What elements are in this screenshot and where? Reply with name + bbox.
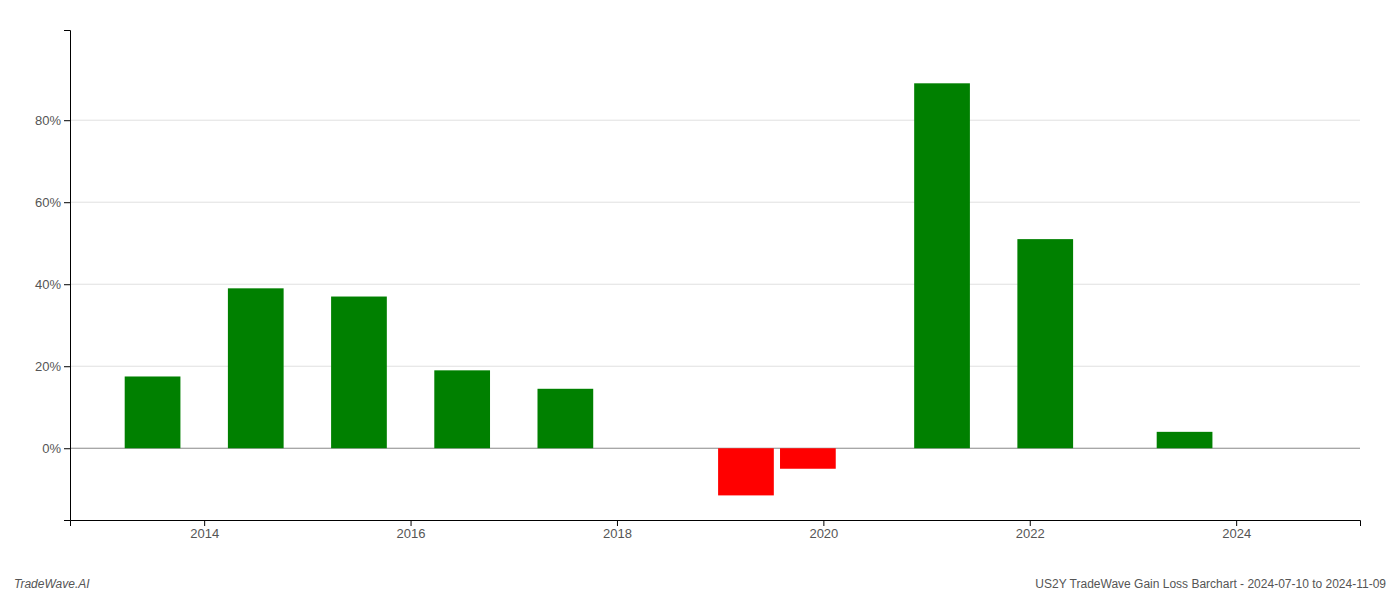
- x-tick-label: 2014: [190, 526, 219, 541]
- x-tick-label: 2022: [1016, 526, 1045, 541]
- x-tick-label: 2016: [397, 526, 426, 541]
- chart: 2014 2016 2018 2020 2022 2024 0% 20% 40% 60% 80% Tr…: [0, 0, 1400, 600]
- x-tick: 2018: [603, 520, 632, 541]
- x-tick-mark: [1030, 520, 1031, 526]
- x-tick-label: 2018: [603, 526, 632, 541]
- x-tick-label: 2024: [1222, 526, 1251, 541]
- x-tick: 2022: [1016, 520, 1045, 541]
- grid-line: [70, 284, 1360, 285]
- bar: [537, 389, 593, 448]
- bar: [1157, 432, 1213, 448]
- x-tick-mark: [617, 520, 618, 526]
- bar: [331, 297, 387, 449]
- y-tick-mark: [64, 448, 70, 449]
- bar: [780, 448, 836, 469]
- x-axis: 2014 2016 2018 2020 2022 2024: [71, 520, 1361, 541]
- x-tick-mark: [204, 520, 205, 526]
- grid-line: [70, 202, 1360, 203]
- x-tick-mark: [823, 520, 824, 526]
- grid-line: [70, 120, 1360, 121]
- x-tick: 2024: [1222, 520, 1251, 541]
- bar: [125, 376, 181, 448]
- bar: [434, 370, 490, 448]
- y-tick-label: 20%: [35, 359, 61, 374]
- y-tick-mark: [64, 202, 70, 203]
- x-axis-line: [71, 521, 1361, 527]
- y-axis: 0% 20% 40% 60% 80%: [35, 31, 71, 521]
- x-tick-label: 2020: [809, 526, 838, 541]
- grid: [70, 120, 1360, 448]
- y-tick-mark: [64, 120, 70, 121]
- y-tick: 60%: [35, 195, 70, 210]
- bar: [914, 83, 970, 448]
- x-tick: 2016: [397, 520, 426, 541]
- footer-text: US2Y TradeWave Gain Loss Barchart - 2024…: [1035, 577, 1386, 591]
- y-tick: 40%: [35, 277, 70, 292]
- y-tick-mark: [64, 366, 70, 367]
- footer-text: TradeWave.AI: [14, 577, 90, 591]
- y-tick: 20%: [35, 359, 70, 374]
- x-tick-mark: [1236, 520, 1237, 526]
- bar: [718, 448, 774, 495]
- y-tick-label: 0%: [42, 441, 61, 456]
- y-tick-mark: [64, 284, 70, 285]
- y-tick-label: 60%: [35, 195, 61, 210]
- y-tick-label: 80%: [35, 113, 61, 128]
- y-tick: 0%: [42, 441, 70, 456]
- bars: [125, 83, 1213, 495]
- bar: [1017, 239, 1073, 448]
- x-tick-mark: [411, 520, 412, 526]
- y-tick-label: 40%: [35, 277, 61, 292]
- y-axis-line: [64, 31, 71, 521]
- plot: 2014 2016 2018 2020 2022 2024 0% 20% 40% 60% 80%: [35, 31, 1361, 542]
- bar: [228, 288, 284, 448]
- x-tick: 2020: [809, 520, 838, 541]
- x-tick: 2014: [190, 520, 219, 541]
- y-tick: 80%: [35, 113, 70, 128]
